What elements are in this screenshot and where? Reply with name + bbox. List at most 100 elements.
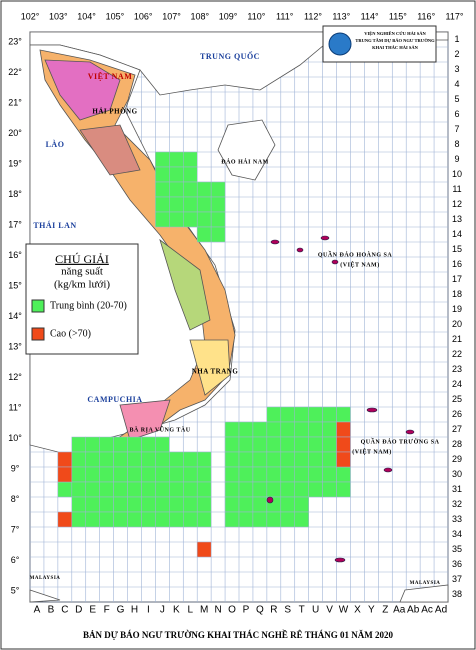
forecast-cell — [141, 451, 156, 468]
column-label: Y — [368, 605, 375, 616]
forecast-cell — [183, 496, 198, 513]
row-label: 30 — [452, 469, 462, 479]
row-label: 21 — [452, 334, 462, 344]
forecast-cell — [280, 496, 295, 513]
forecast-cell — [308, 406, 323, 423]
logo-text: VIỆN NGHIÊN CỨU HẢI SẢN — [364, 31, 426, 36]
forecast-cell — [141, 436, 156, 453]
forecast-cell — [71, 481, 86, 498]
latitude-label: 19° — [8, 158, 22, 168]
forecast-cell — [322, 406, 337, 423]
latitude-label: 16° — [8, 250, 22, 260]
latitude-label: 20° — [8, 128, 22, 138]
forecast-cell — [252, 451, 268, 468]
forecast-cell — [85, 466, 100, 483]
column-label: O — [228, 605, 236, 616]
forecast-cell — [252, 511, 268, 528]
longitude-label: 112° — [304, 11, 322, 21]
forecast-cell — [183, 181, 198, 198]
latitude-label: 23° — [8, 36, 22, 46]
longitude-label: 113° — [332, 11, 350, 21]
logo-text: KHAI THÁC HẢI SẢN — [372, 45, 419, 50]
legend-item: Cao (>70) — [50, 328, 91, 339]
longitude-label: 117° — [446, 11, 464, 21]
forecast-cell — [113, 466, 128, 483]
forecast-cell — [224, 496, 240, 513]
forecast-cell — [252, 421, 268, 438]
place-label: MALAYSIA — [410, 581, 441, 586]
forecast-cell — [99, 451, 114, 468]
column-label: U — [312, 605, 319, 616]
forecast-cell — [71, 451, 86, 468]
row-label: 34 — [452, 529, 462, 539]
row-label: 7 — [454, 124, 459, 134]
row-label: 3 — [454, 64, 459, 74]
forecast-cell — [280, 451, 295, 468]
forecast-cell — [336, 406, 351, 423]
column-label: Ab — [407, 605, 420, 616]
column-label: X — [354, 605, 361, 616]
column-label: H — [131, 605, 138, 616]
forecast-cell — [169, 196, 184, 213]
forecast-cell — [57, 451, 73, 468]
forecast-cell — [169, 466, 184, 483]
forecast-cell — [322, 451, 337, 468]
forecast-cell — [280, 421, 295, 438]
row-label: 15 — [452, 244, 462, 254]
logo-icon — [328, 32, 352, 56]
forecast-cell — [127, 511, 142, 528]
column-label: R — [270, 605, 277, 616]
longitude-label: 106° — [134, 11, 153, 21]
row-label: 26 — [452, 409, 462, 419]
forecast-cell — [169, 451, 184, 468]
forecast-cell — [85, 496, 100, 513]
forecast-cell — [169, 496, 184, 513]
forecast-cell — [113, 436, 128, 453]
legend-swatch — [31, 327, 45, 341]
forecast-cell — [210, 226, 226, 243]
forecast-cell — [224, 466, 240, 483]
column-label: F — [104, 605, 110, 616]
forecast-cell — [127, 466, 142, 483]
column-label: G — [117, 605, 125, 616]
forecast-cell — [238, 496, 254, 513]
forecast-cell — [99, 481, 114, 498]
forecast-cell — [336, 436, 351, 453]
row-label: 33 — [452, 514, 462, 524]
column-label: C — [61, 605, 68, 616]
latitude-label: 7° — [11, 524, 20, 534]
row-label: 32 — [452, 499, 462, 509]
longitude-label: 109° — [219, 11, 238, 21]
row-label: 6 — [454, 109, 459, 119]
forecast-cell — [266, 421, 282, 438]
column-label: T — [299, 605, 305, 616]
row-label: 18 — [452, 289, 462, 299]
forecast-cell — [238, 466, 254, 483]
forecast-cell — [224, 436, 240, 453]
forecast-cell — [71, 511, 86, 528]
row-label: 31 — [452, 484, 462, 494]
column-label: N — [214, 605, 221, 616]
row-label: 35 — [452, 544, 462, 554]
column-label: W — [339, 605, 349, 616]
forecast-cell — [183, 166, 198, 183]
row-label: 27 — [452, 424, 462, 434]
column-label: B — [48, 605, 55, 616]
forecast-cell — [85, 511, 100, 528]
latitude-label: 14° — [8, 311, 22, 321]
longitude-label: 116° — [417, 11, 435, 21]
row-label: 2 — [454, 49, 459, 59]
forecast-cell — [169, 181, 184, 198]
column-label: I — [147, 605, 150, 616]
legend-title: CHÚ GIẢI — [55, 252, 109, 266]
forecast-cell — [141, 481, 156, 498]
row-label: 14 — [452, 229, 462, 239]
column-label: M — [200, 605, 208, 616]
place-label: MALAYSIA — [30, 576, 61, 581]
forecast-cell — [155, 181, 170, 198]
place-label: QUẦN ĐẢO HOÀNG SA — [318, 250, 393, 258]
forecast-cell — [294, 421, 309, 438]
row-label: 12 — [452, 199, 462, 209]
forecast-cell — [155, 166, 170, 183]
forecast-cell — [57, 481, 73, 498]
